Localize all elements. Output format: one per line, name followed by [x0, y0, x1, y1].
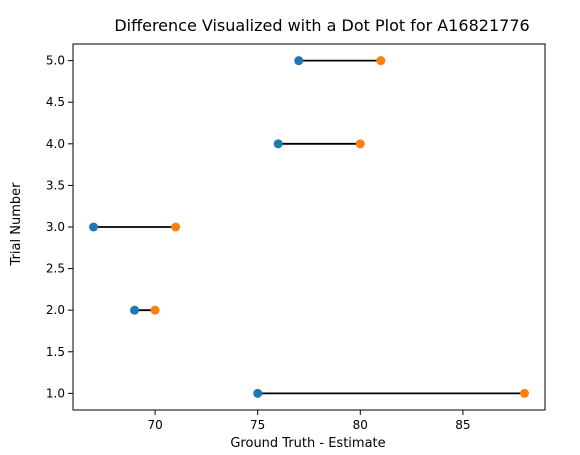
y-tick-label: 4.0 — [46, 137, 65, 151]
chart-title: Difference Visualized with a Dot Plot fo… — [114, 16, 529, 35]
y-tick-label: 1.0 — [46, 386, 65, 400]
y-tick-label: 3.0 — [46, 220, 65, 234]
y-axis-label: Trial Number — [9, 182, 24, 267]
point-series-2 — [171, 223, 180, 232]
x-tick-label: 80 — [353, 418, 368, 432]
x-tick-label: 70 — [147, 418, 162, 432]
y-tick-label: 3.5 — [46, 178, 65, 192]
y-tick-label: 2.5 — [46, 262, 65, 276]
connector-lines — [94, 61, 525, 394]
point-series-2 — [151, 306, 160, 315]
point-series-2 — [376, 56, 385, 65]
point-series-2 — [520, 389, 529, 398]
plot-area — [89, 56, 529, 398]
y-axis: 1.0 1.5 2.0 2.5 3.0 3.5 4.0 4.5 5.0 — [46, 54, 73, 401]
y-tick-label: 1.5 — [46, 345, 65, 359]
point-series-1 — [130, 306, 139, 315]
x-tick-label: 75 — [250, 418, 265, 432]
point-series-1 — [253, 389, 262, 398]
x-axis: 70 75 80 85 — [147, 410, 470, 432]
y-tick-label: 5.0 — [46, 54, 65, 68]
point-series-1 — [274, 139, 283, 148]
x-axis-label: Ground Truth - Estimate — [230, 436, 385, 451]
y-tick-label: 4.5 — [46, 95, 65, 109]
point-series-1 — [294, 56, 303, 65]
point-series-2 — [356, 139, 365, 148]
y-tick-label: 2.0 — [46, 303, 65, 317]
x-tick-label: 85 — [455, 418, 470, 432]
point-series-1 — [89, 223, 98, 232]
